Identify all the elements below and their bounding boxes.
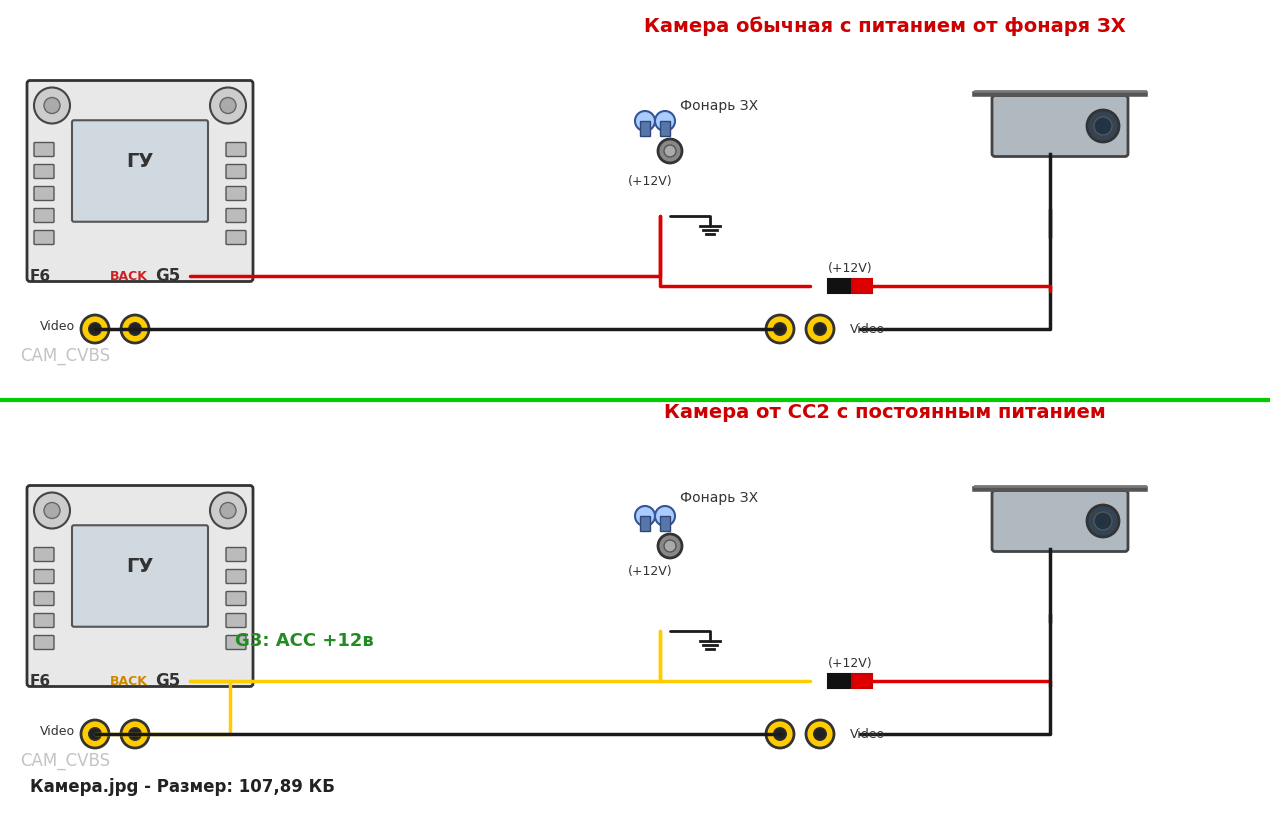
Circle shape: [1087, 110, 1119, 142]
Text: Video: Video: [39, 724, 75, 737]
Circle shape: [89, 727, 102, 741]
FancyBboxPatch shape: [34, 209, 55, 222]
Bar: [640, 516, 650, 531]
Circle shape: [664, 145, 676, 157]
FancyBboxPatch shape: [34, 613, 55, 627]
Circle shape: [34, 88, 70, 123]
Circle shape: [766, 315, 794, 343]
Circle shape: [806, 315, 834, 343]
Circle shape: [658, 534, 682, 558]
Bar: [852, 279, 872, 293]
Circle shape: [89, 323, 102, 335]
Bar: [660, 121, 671, 136]
Circle shape: [655, 506, 674, 526]
FancyBboxPatch shape: [226, 613, 246, 627]
Text: (+12V): (+12V): [828, 262, 872, 274]
Bar: [852, 674, 872, 688]
Circle shape: [34, 493, 70, 529]
FancyBboxPatch shape: [226, 570, 246, 584]
Circle shape: [81, 315, 109, 343]
Text: F6: F6: [30, 268, 51, 283]
Text: Фонарь ЗХ: Фонарь ЗХ: [679, 99, 758, 113]
Circle shape: [1093, 512, 1113, 530]
Circle shape: [655, 111, 674, 131]
FancyBboxPatch shape: [226, 548, 246, 562]
Text: BACK: BACK: [110, 269, 147, 282]
Circle shape: [664, 540, 676, 552]
FancyBboxPatch shape: [226, 143, 246, 157]
Circle shape: [773, 727, 786, 741]
Text: G5: G5: [155, 672, 180, 690]
FancyBboxPatch shape: [992, 490, 1128, 552]
Text: ГУ: ГУ: [126, 557, 154, 576]
Text: Video: Video: [850, 323, 885, 336]
Circle shape: [210, 493, 246, 529]
Circle shape: [220, 502, 236, 519]
Circle shape: [81, 720, 109, 748]
FancyBboxPatch shape: [34, 635, 55, 649]
Text: Камера.jpg - Размер: 107,89 КБ: Камера.jpg - Размер: 107,89 КБ: [30, 778, 335, 796]
Circle shape: [635, 111, 655, 131]
Text: CAM_CVBS: CAM_CVBS: [20, 752, 110, 770]
Bar: [828, 279, 852, 293]
FancyBboxPatch shape: [72, 525, 208, 626]
Circle shape: [220, 98, 236, 113]
FancyBboxPatch shape: [34, 231, 55, 245]
Text: Video: Video: [39, 319, 75, 333]
FancyBboxPatch shape: [34, 164, 55, 178]
FancyBboxPatch shape: [34, 570, 55, 584]
Text: Камера обычная с питанием от фонаря ЗХ: Камера обычная с питанием от фонаря ЗХ: [644, 16, 1126, 35]
FancyBboxPatch shape: [34, 143, 55, 157]
Text: G3: АСС +12в: G3: АСС +12в: [235, 632, 373, 650]
Text: G5: G5: [155, 267, 180, 285]
FancyBboxPatch shape: [27, 80, 253, 282]
Circle shape: [128, 727, 141, 741]
Circle shape: [128, 323, 141, 335]
FancyBboxPatch shape: [34, 591, 55, 606]
Circle shape: [210, 88, 246, 123]
Text: Фонарь ЗХ: Фонарь ЗХ: [679, 491, 758, 505]
Text: (+12V): (+12V): [627, 175, 672, 187]
FancyBboxPatch shape: [226, 164, 246, 178]
FancyBboxPatch shape: [34, 548, 55, 562]
Circle shape: [806, 720, 834, 748]
FancyBboxPatch shape: [226, 591, 246, 606]
Text: F6: F6: [30, 673, 51, 689]
Circle shape: [121, 315, 149, 343]
FancyBboxPatch shape: [27, 485, 253, 686]
Text: Video: Video: [850, 727, 885, 741]
Text: Камера от СС2 с постоянным питанием: Камера от СС2 с постоянным питанием: [664, 403, 1106, 422]
Circle shape: [1093, 117, 1113, 135]
FancyBboxPatch shape: [226, 186, 246, 200]
Circle shape: [766, 720, 794, 748]
FancyBboxPatch shape: [72, 120, 208, 222]
Circle shape: [1087, 505, 1119, 537]
Text: (+12V): (+12V): [627, 565, 672, 577]
Circle shape: [635, 506, 655, 526]
Circle shape: [121, 720, 149, 748]
FancyBboxPatch shape: [226, 231, 246, 245]
Text: (+12V): (+12V): [828, 657, 872, 669]
Circle shape: [44, 98, 60, 113]
FancyBboxPatch shape: [34, 186, 55, 200]
Bar: [660, 516, 671, 531]
FancyBboxPatch shape: [226, 635, 246, 649]
Bar: [828, 674, 852, 688]
Bar: [640, 121, 650, 136]
Text: CAM_CVBS: CAM_CVBS: [20, 347, 110, 365]
Circle shape: [44, 502, 60, 519]
Text: BACK: BACK: [110, 675, 147, 687]
Circle shape: [658, 139, 682, 163]
Circle shape: [814, 323, 827, 335]
FancyBboxPatch shape: [226, 209, 246, 222]
Circle shape: [773, 323, 786, 335]
Text: ГУ: ГУ: [126, 152, 154, 171]
FancyBboxPatch shape: [992, 95, 1128, 157]
Circle shape: [814, 727, 827, 741]
